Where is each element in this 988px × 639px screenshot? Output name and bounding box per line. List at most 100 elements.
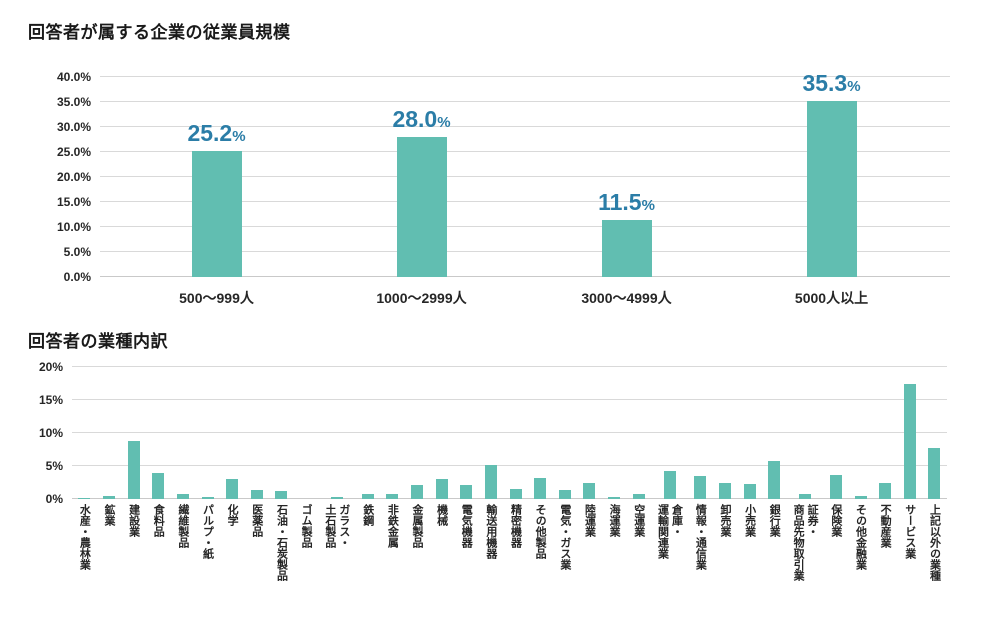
bar-value-label: 25.2%: [187, 120, 246, 146]
gridline: [100, 201, 950, 202]
x-category-label: ゴム製品: [300, 504, 313, 548]
x-category-label: 非鉄金属: [386, 504, 399, 548]
bar-slot: [479, 367, 504, 499]
bar: [663, 471, 676, 499]
gridline: [72, 498, 947, 499]
employee-size-chart-category-axis: 500〜999人 1000〜2999人 3000〜4999人 5000人以上: [114, 288, 934, 308]
bar-slot: [171, 367, 196, 499]
bar-slot: [503, 367, 528, 499]
x-category-label: その他製品: [534, 504, 547, 559]
y-axis-tick-label: 25.0%: [56, 145, 91, 159]
bar: [330, 497, 343, 499]
bar: [903, 384, 916, 499]
employee-size-chart-title: 回答者が属する企業の従業員規模: [28, 23, 291, 42]
gridline: [100, 251, 950, 252]
x-category-label: 医薬品: [250, 504, 263, 537]
gridline: [100, 176, 950, 177]
y-axis-tick-label: 15.0%: [56, 195, 91, 209]
bar-value-label: 35.3%: [802, 69, 861, 96]
gridline: [100, 126, 950, 127]
x-category-label: 小売業: [743, 504, 756, 537]
bar-slot: [244, 367, 269, 499]
bar-slot: [897, 367, 922, 499]
bar: [102, 495, 115, 499]
bar-slot: [195, 367, 220, 499]
bar-slot: [355, 367, 380, 499]
x-category-label: ガラス・ 土石製品: [323, 504, 350, 548]
bar: [127, 440, 140, 499]
bar-slot: 11.5%: [524, 77, 729, 277]
bar: [608, 497, 621, 499]
gridline: [100, 276, 950, 277]
bar: [743, 483, 756, 499]
bar: [78, 497, 91, 499]
bar-slot: [602, 367, 627, 499]
gridline: [100, 101, 950, 102]
bar-slot: 25.2%: [114, 77, 319, 277]
bar-slot: [762, 367, 787, 499]
bar: [583, 483, 596, 499]
bar: [558, 489, 571, 499]
x-category-label: 不動産業: [879, 504, 892, 548]
bar-slot: [626, 367, 651, 499]
industry-chart-plot: 0% 5% 10% 15% 20%: [39, 360, 947, 506]
x-category-label: 情報・通信業: [694, 504, 707, 570]
y-axis-tick-label: 20.0%: [56, 170, 91, 184]
x-category-label: 水産・農林業: [78, 504, 91, 570]
bar-value-label: 11.5%: [598, 188, 655, 215]
x-category-label: 金属製品: [410, 504, 423, 548]
industry-chart-category-axis: 水産・農林業 鉱業 建設業 食料品 繊維製品 パルプ・紙 化学 医薬品 石油・石炭製品 ゴム製品ガ…: [72, 504, 947, 581]
bar-slot: [848, 367, 873, 499]
employee-size-chart-plot: 0.0% 5.0% 10.0% 15.0% 20.0% 25.0% 30.0% 35.0% 40…: [57, 70, 950, 284]
bar-slot: [528, 367, 553, 499]
x-category-label: 空運業: [632, 504, 645, 537]
bar: [509, 489, 522, 499]
x-category-label: 証券・ 商品先物取引業: [792, 504, 819, 581]
bar-slot: 35.3%: [729, 71, 934, 277]
x-category-label: 電気・ガス業: [558, 504, 571, 570]
x-category-label: 倉庫・ 運輸関連業: [656, 504, 683, 559]
bar: [386, 493, 399, 499]
bar-slot: [318, 367, 355, 499]
gridline: [100, 76, 950, 77]
x-category-label: 保険業: [829, 504, 842, 537]
bar-slot: [713, 367, 738, 499]
gridline: [100, 226, 950, 227]
x-category-label: 機械: [435, 504, 448, 526]
bar-slot: [824, 367, 849, 499]
bar-slot: [72, 367, 97, 499]
bar: [201, 497, 214, 499]
bar: [396, 137, 447, 277]
bar: [928, 447, 941, 499]
gridline: [100, 151, 950, 152]
bar: [829, 475, 842, 499]
bar-slot: [577, 367, 602, 499]
x-category-label: サービス業: [903, 504, 916, 559]
y-axis-tick-label: 10%: [38, 426, 63, 440]
bar-slot: [405, 367, 430, 499]
x-category-label: 電気機器: [460, 504, 473, 548]
bar-slot: [429, 367, 454, 499]
bar: [226, 479, 239, 499]
bar-slot: [220, 367, 245, 499]
y-axis-tick-label: 0%: [45, 492, 63, 506]
bar: [601, 219, 652, 277]
y-axis-tick-label: 0.0%: [63, 270, 91, 284]
bar-slot: [922, 367, 947, 499]
bar: [806, 100, 857, 277]
gridline: [72, 366, 947, 367]
bar: [250, 490, 263, 499]
bar: [435, 479, 448, 499]
y-axis-tick-label: 35.0%: [56, 95, 91, 109]
y-axis-tick-label: 15%: [38, 393, 63, 407]
x-category-label: パルプ・紙: [201, 504, 214, 559]
x-category-label: 繊維製品: [176, 504, 189, 548]
x-category-label: 3000〜4999人: [581, 290, 672, 306]
bar-slot: [688, 367, 713, 499]
bar: [768, 460, 781, 499]
bar: [694, 475, 707, 499]
bar-slot: [454, 367, 479, 499]
x-category-label: 精密機器: [509, 504, 522, 548]
x-category-label: その他金融業: [854, 504, 867, 570]
